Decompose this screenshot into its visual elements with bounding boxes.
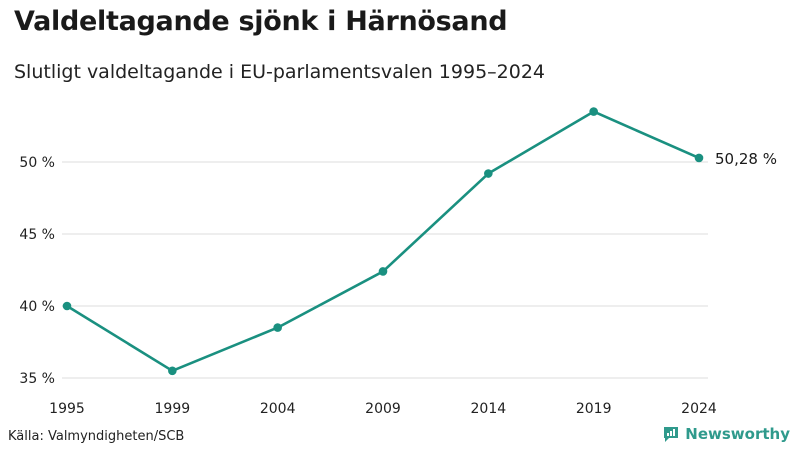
x-tick-label: 2014 [471, 401, 507, 417]
x-tick-label: 1999 [155, 401, 191, 417]
data-point [168, 366, 177, 376]
end-value-label: 50,28 % [715, 150, 777, 168]
x-tick-label: 2004 [260, 401, 296, 417]
data-point [589, 107, 598, 116]
x-tick-label: 1995 [49, 401, 85, 417]
y-tick-label: 45 % [19, 227, 55, 243]
series-group: 50,28 % [62, 107, 777, 376]
chart-title: Valdeltagande sjönk i Härnösand [14, 6, 508, 37]
data-point [484, 169, 493, 178]
brand-logo: Newsworthy [662, 425, 790, 443]
series-line [66, 110, 700, 373]
y-tick-label: 35 % [19, 371, 55, 387]
data-point [694, 153, 704, 163]
grid-lines [62, 161, 708, 379]
y-tick-label: 40 % [19, 299, 55, 315]
source-note: Källa: Valmyndigheten/SCB [8, 429, 185, 444]
x-axis-ticks: 1995 1999 2004 2009 2014 2019 2024 [49, 401, 717, 417]
x-tick-label: 2024 [681, 401, 717, 417]
x-tick-label: 2019 [576, 401, 612, 417]
x-tick-label: 2009 [365, 401, 401, 417]
data-point [62, 301, 72, 311]
y-axis-ticks: 35 % 40 % 45 % 50 % [19, 155, 55, 387]
data-point [378, 267, 388, 276]
brand-name: Newsworthy [685, 425, 790, 443]
y-tick-label: 50 % [19, 155, 55, 171]
chart-subtitle: Slutligt valdeltagande i EU-parlamentsva… [14, 61, 546, 83]
data-point [273, 323, 282, 332]
chart-bubble-icon [664, 427, 679, 442]
